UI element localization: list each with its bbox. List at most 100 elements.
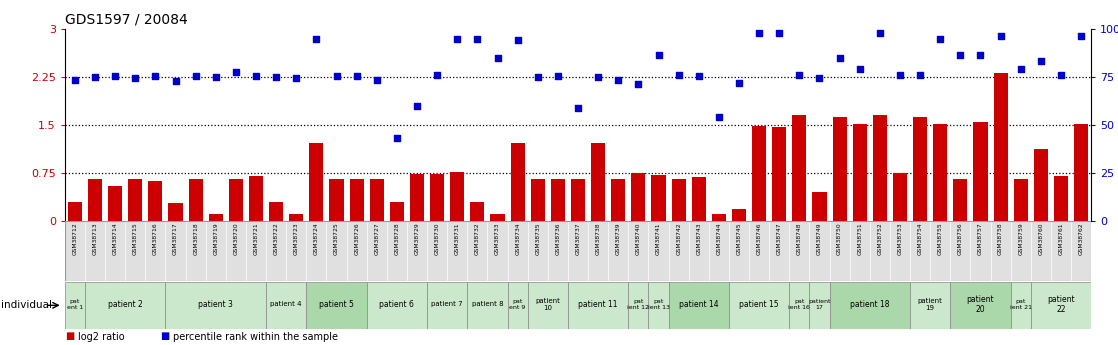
Bar bbox=[249, 176, 263, 221]
Bar bbox=[467, 221, 487, 281]
Bar bbox=[689, 221, 709, 281]
Bar bbox=[632, 173, 645, 221]
Text: patient 5: patient 5 bbox=[319, 300, 354, 309]
Bar bbox=[591, 143, 605, 221]
Text: GSM38738: GSM38738 bbox=[596, 223, 600, 255]
Point bbox=[187, 73, 205, 79]
Bar bbox=[548, 221, 568, 281]
Bar bbox=[652, 175, 665, 221]
Point bbox=[408, 103, 426, 109]
Bar bbox=[954, 179, 967, 221]
Bar bbox=[105, 221, 125, 281]
Text: pat
ent 9: pat ent 9 bbox=[510, 299, 525, 309]
Bar bbox=[88, 179, 102, 221]
Point bbox=[348, 73, 366, 79]
Bar bbox=[189, 179, 202, 221]
Bar bbox=[752, 126, 766, 221]
Point bbox=[468, 36, 486, 42]
Text: GSM38721: GSM38721 bbox=[254, 223, 258, 255]
Bar bbox=[229, 179, 243, 221]
Text: GSM38762: GSM38762 bbox=[1079, 223, 1083, 255]
Text: GSM38740: GSM38740 bbox=[636, 223, 641, 255]
Bar bbox=[326, 221, 347, 281]
Bar bbox=[1011, 221, 1031, 281]
Point bbox=[126, 75, 144, 81]
Bar bbox=[451, 172, 464, 221]
Bar bbox=[994, 73, 1007, 221]
Bar bbox=[269, 201, 283, 221]
Bar bbox=[551, 179, 565, 221]
Bar bbox=[487, 221, 508, 281]
Point bbox=[790, 72, 808, 78]
Text: GSM38723: GSM38723 bbox=[294, 223, 299, 255]
Point bbox=[267, 75, 285, 80]
Text: pat
ient 12: pat ient 12 bbox=[627, 299, 650, 309]
Bar bbox=[809, 282, 830, 328]
Text: patient 2: patient 2 bbox=[107, 300, 143, 309]
Bar bbox=[809, 221, 830, 281]
Bar bbox=[910, 282, 950, 328]
Bar bbox=[290, 215, 303, 221]
Point bbox=[690, 73, 708, 79]
Bar bbox=[306, 282, 367, 328]
Bar bbox=[789, 221, 809, 281]
Bar bbox=[347, 221, 367, 281]
Point bbox=[227, 69, 245, 75]
Text: GSM38744: GSM38744 bbox=[717, 223, 721, 255]
Text: GSM38725: GSM38725 bbox=[334, 223, 339, 255]
Bar bbox=[108, 186, 122, 221]
Bar bbox=[870, 221, 890, 281]
Text: GSM38724: GSM38724 bbox=[314, 223, 319, 255]
Text: patient 4: patient 4 bbox=[271, 302, 302, 307]
Text: GSM38729: GSM38729 bbox=[415, 223, 419, 255]
Text: GSM38720: GSM38720 bbox=[234, 223, 238, 255]
Bar bbox=[608, 221, 628, 281]
Bar bbox=[672, 179, 685, 221]
Text: GSM38746: GSM38746 bbox=[757, 223, 761, 255]
Point bbox=[328, 73, 345, 79]
Bar bbox=[266, 221, 286, 281]
Text: GSM38732: GSM38732 bbox=[475, 223, 480, 255]
Bar bbox=[85, 282, 165, 328]
Text: patient 6: patient 6 bbox=[379, 300, 415, 309]
Point bbox=[710, 115, 728, 120]
Text: GSM38735: GSM38735 bbox=[536, 223, 540, 255]
Text: GSM38750: GSM38750 bbox=[837, 223, 842, 255]
Bar bbox=[749, 221, 769, 281]
Point bbox=[106, 73, 124, 79]
Text: GSM38757: GSM38757 bbox=[978, 223, 983, 255]
Text: GDS1597 / 20084: GDS1597 / 20084 bbox=[65, 13, 188, 27]
Bar bbox=[732, 209, 746, 221]
Point bbox=[770, 30, 788, 35]
Bar bbox=[789, 282, 809, 328]
Bar bbox=[310, 143, 323, 221]
Bar bbox=[1051, 221, 1071, 281]
Text: GSM38759: GSM38759 bbox=[1018, 223, 1023, 255]
Text: GSM38728: GSM38728 bbox=[395, 223, 399, 255]
Text: GSM38717: GSM38717 bbox=[173, 223, 178, 255]
Bar bbox=[306, 221, 326, 281]
Bar bbox=[850, 221, 870, 281]
Bar bbox=[893, 173, 907, 221]
Point bbox=[931, 36, 949, 42]
Text: GSM38758: GSM38758 bbox=[998, 223, 1003, 255]
Text: pat
ient 16: pat ient 16 bbox=[788, 299, 811, 309]
Text: patient 7: patient 7 bbox=[432, 302, 463, 307]
Text: GSM38742: GSM38742 bbox=[676, 223, 681, 255]
Text: patient 18: patient 18 bbox=[850, 300, 890, 309]
Bar bbox=[165, 282, 266, 328]
Bar bbox=[773, 127, 786, 221]
Text: GSM38751: GSM38751 bbox=[858, 223, 862, 255]
Bar bbox=[387, 221, 407, 281]
Text: GSM38760: GSM38760 bbox=[1039, 223, 1043, 255]
Text: patient 14: patient 14 bbox=[679, 300, 719, 309]
Text: pat
ient 13: pat ient 13 bbox=[647, 299, 670, 309]
Text: GSM38722: GSM38722 bbox=[274, 223, 278, 255]
Bar bbox=[286, 221, 306, 281]
Point bbox=[831, 55, 849, 61]
Point bbox=[448, 36, 466, 42]
Bar bbox=[511, 143, 524, 221]
Bar bbox=[648, 221, 669, 281]
Bar bbox=[186, 221, 206, 281]
Point bbox=[569, 105, 587, 111]
